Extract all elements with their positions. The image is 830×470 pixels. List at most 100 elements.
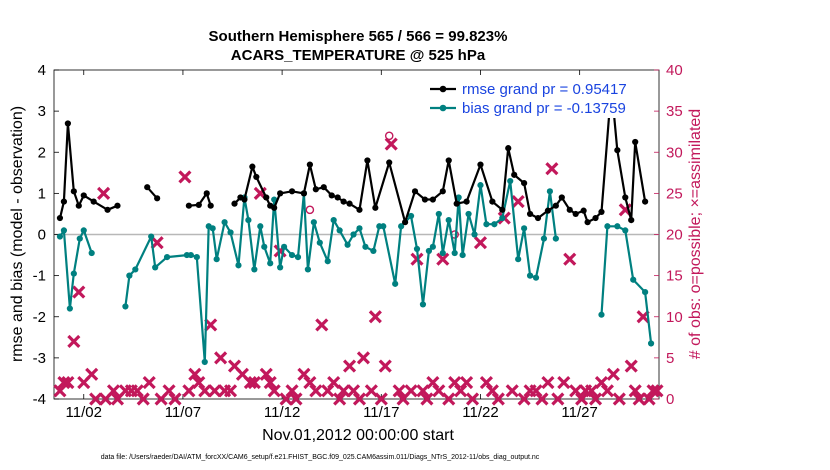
obs-assimilated-marker [89, 392, 103, 406]
bias-point [515, 256, 522, 263]
x-tick-label: 11/02 [66, 404, 102, 421]
y-right-tick-label: 40 [666, 62, 683, 79]
obs-assimilated-marker [162, 384, 176, 398]
obs-assimilated-marker [535, 392, 549, 406]
x-tick-label: 11/22 [462, 404, 498, 421]
bias-point [251, 266, 258, 273]
bias-point [445, 217, 452, 224]
bias-line-segment [124, 179, 557, 364]
bias-point [429, 243, 436, 250]
chart-subtitle: ACARS_TEMPERATURE @ 525 hPa [231, 47, 486, 64]
bias-point [540, 235, 548, 242]
rmse-point [154, 195, 161, 202]
bias-point [491, 221, 498, 228]
obs-assimilated-marker [333, 392, 347, 406]
bias-point [80, 227, 87, 234]
bias-point [370, 247, 377, 255]
obs-assimilated-marker [150, 236, 164, 250]
obs-assimilated-marker [263, 375, 277, 390]
obs-assimilated-marker [650, 384, 664, 398]
y-tick-label: -3 [33, 350, 46, 367]
obs-assimilated-marker [297, 367, 311, 381]
bias-point [521, 225, 528, 232]
rmse-point [401, 219, 409, 226]
rmse-point [334, 194, 341, 201]
bias-point [398, 223, 405, 230]
rmse-point [552, 202, 559, 209]
rmse-point [439, 188, 446, 195]
bias-point [60, 227, 68, 234]
bias-point [213, 256, 220, 263]
bias-point [630, 276, 637, 283]
bias-point [471, 231, 478, 238]
rmse-point [499, 206, 506, 213]
y-right-tick-label: 30 [666, 144, 683, 161]
rmse-point [203, 190, 210, 197]
bias-point [362, 243, 369, 250]
bias-point [407, 212, 415, 220]
obs-assimilated-marker [85, 367, 99, 381]
y-tick-label: 4 [38, 62, 46, 79]
rmse-point [614, 147, 621, 154]
obs-assimilated-marker [346, 384, 361, 398]
obs-assimilated-marker [67, 334, 81, 348]
obs-assimilated-marker [416, 384, 430, 398]
obs-assimilated-marker [545, 162, 559, 176]
legend-rmse-marker [439, 85, 447, 93]
obs-assimilated-marker [182, 384, 196, 398]
bias-point [187, 251, 194, 259]
obs-assimilated-marker [61, 375, 75, 390]
obs-assimilated-marker [612, 392, 626, 406]
obs-assimilated-marker [72, 285, 86, 299]
obs-assimilated-marker [541, 375, 555, 390]
obs-assimilated-marker [557, 375, 571, 390]
rmse-point [288, 188, 296, 195]
rmse-point [306, 161, 313, 168]
rmse-point [558, 194, 565, 201]
obs-possible-marker [384, 131, 394, 141]
obs-assimilated-marker [384, 137, 398, 151]
x-tick-label: 11/27 [561, 404, 597, 421]
y-tick-label: 1 [38, 185, 46, 202]
rmse-point [584, 219, 591, 226]
y-right-tick-label: 15 [666, 268, 683, 285]
bias-point [483, 221, 490, 228]
y-right-tick-label: 10 [666, 309, 683, 326]
x-tick-label: 11/17 [363, 404, 399, 421]
y-right-tick-label: 20 [666, 227, 683, 244]
bias-point [336, 227, 343, 234]
obs-assimilated-marker [259, 367, 273, 381]
rmse-series-layer [56, 83, 649, 226]
obs-assimilated-marker [473, 236, 488, 250]
y-tick-label: 3 [38, 103, 46, 120]
bias-point [380, 223, 387, 230]
rmse-point [356, 206, 363, 213]
obs-assimilated-marker [364, 384, 378, 398]
rmse-point [429, 196, 436, 203]
obs-assimilated-marker [289, 392, 303, 406]
rmse-point [572, 210, 579, 218]
obs-assimilated-marker [267, 384, 281, 398]
bias-point [451, 249, 458, 257]
obs-assimilated-marker [198, 384, 212, 398]
x-tick-labels: 11/02 11/07 11/12 11/17 11/22 11/27 [66, 404, 598, 421]
legend-rmse-label: rmse grand pr = 0.95417 [462, 81, 627, 98]
bias-point [598, 311, 605, 318]
obs-assimilated-marker [584, 384, 599, 398]
bias-point [152, 264, 159, 271]
obs-assimilated-marker [188, 367, 202, 381]
bias-point [546, 188, 554, 195]
axis-ticks [54, 69, 659, 400]
bias-point [330, 217, 337, 224]
obs-assimilated-marker [628, 384, 642, 398]
rmse-point [64, 120, 71, 127]
bias-point [350, 231, 357, 238]
obs-assimilated-marker [285, 384, 299, 398]
bias-point [209, 225, 216, 232]
bias-point [235, 262, 242, 269]
obs-assimilated-marker [569, 384, 583, 398]
rmse-point [195, 201, 202, 208]
y-tick-label: 0 [38, 227, 46, 244]
obs-assimilated-marker [529, 384, 543, 398]
legend-bias-marker [439, 104, 447, 112]
